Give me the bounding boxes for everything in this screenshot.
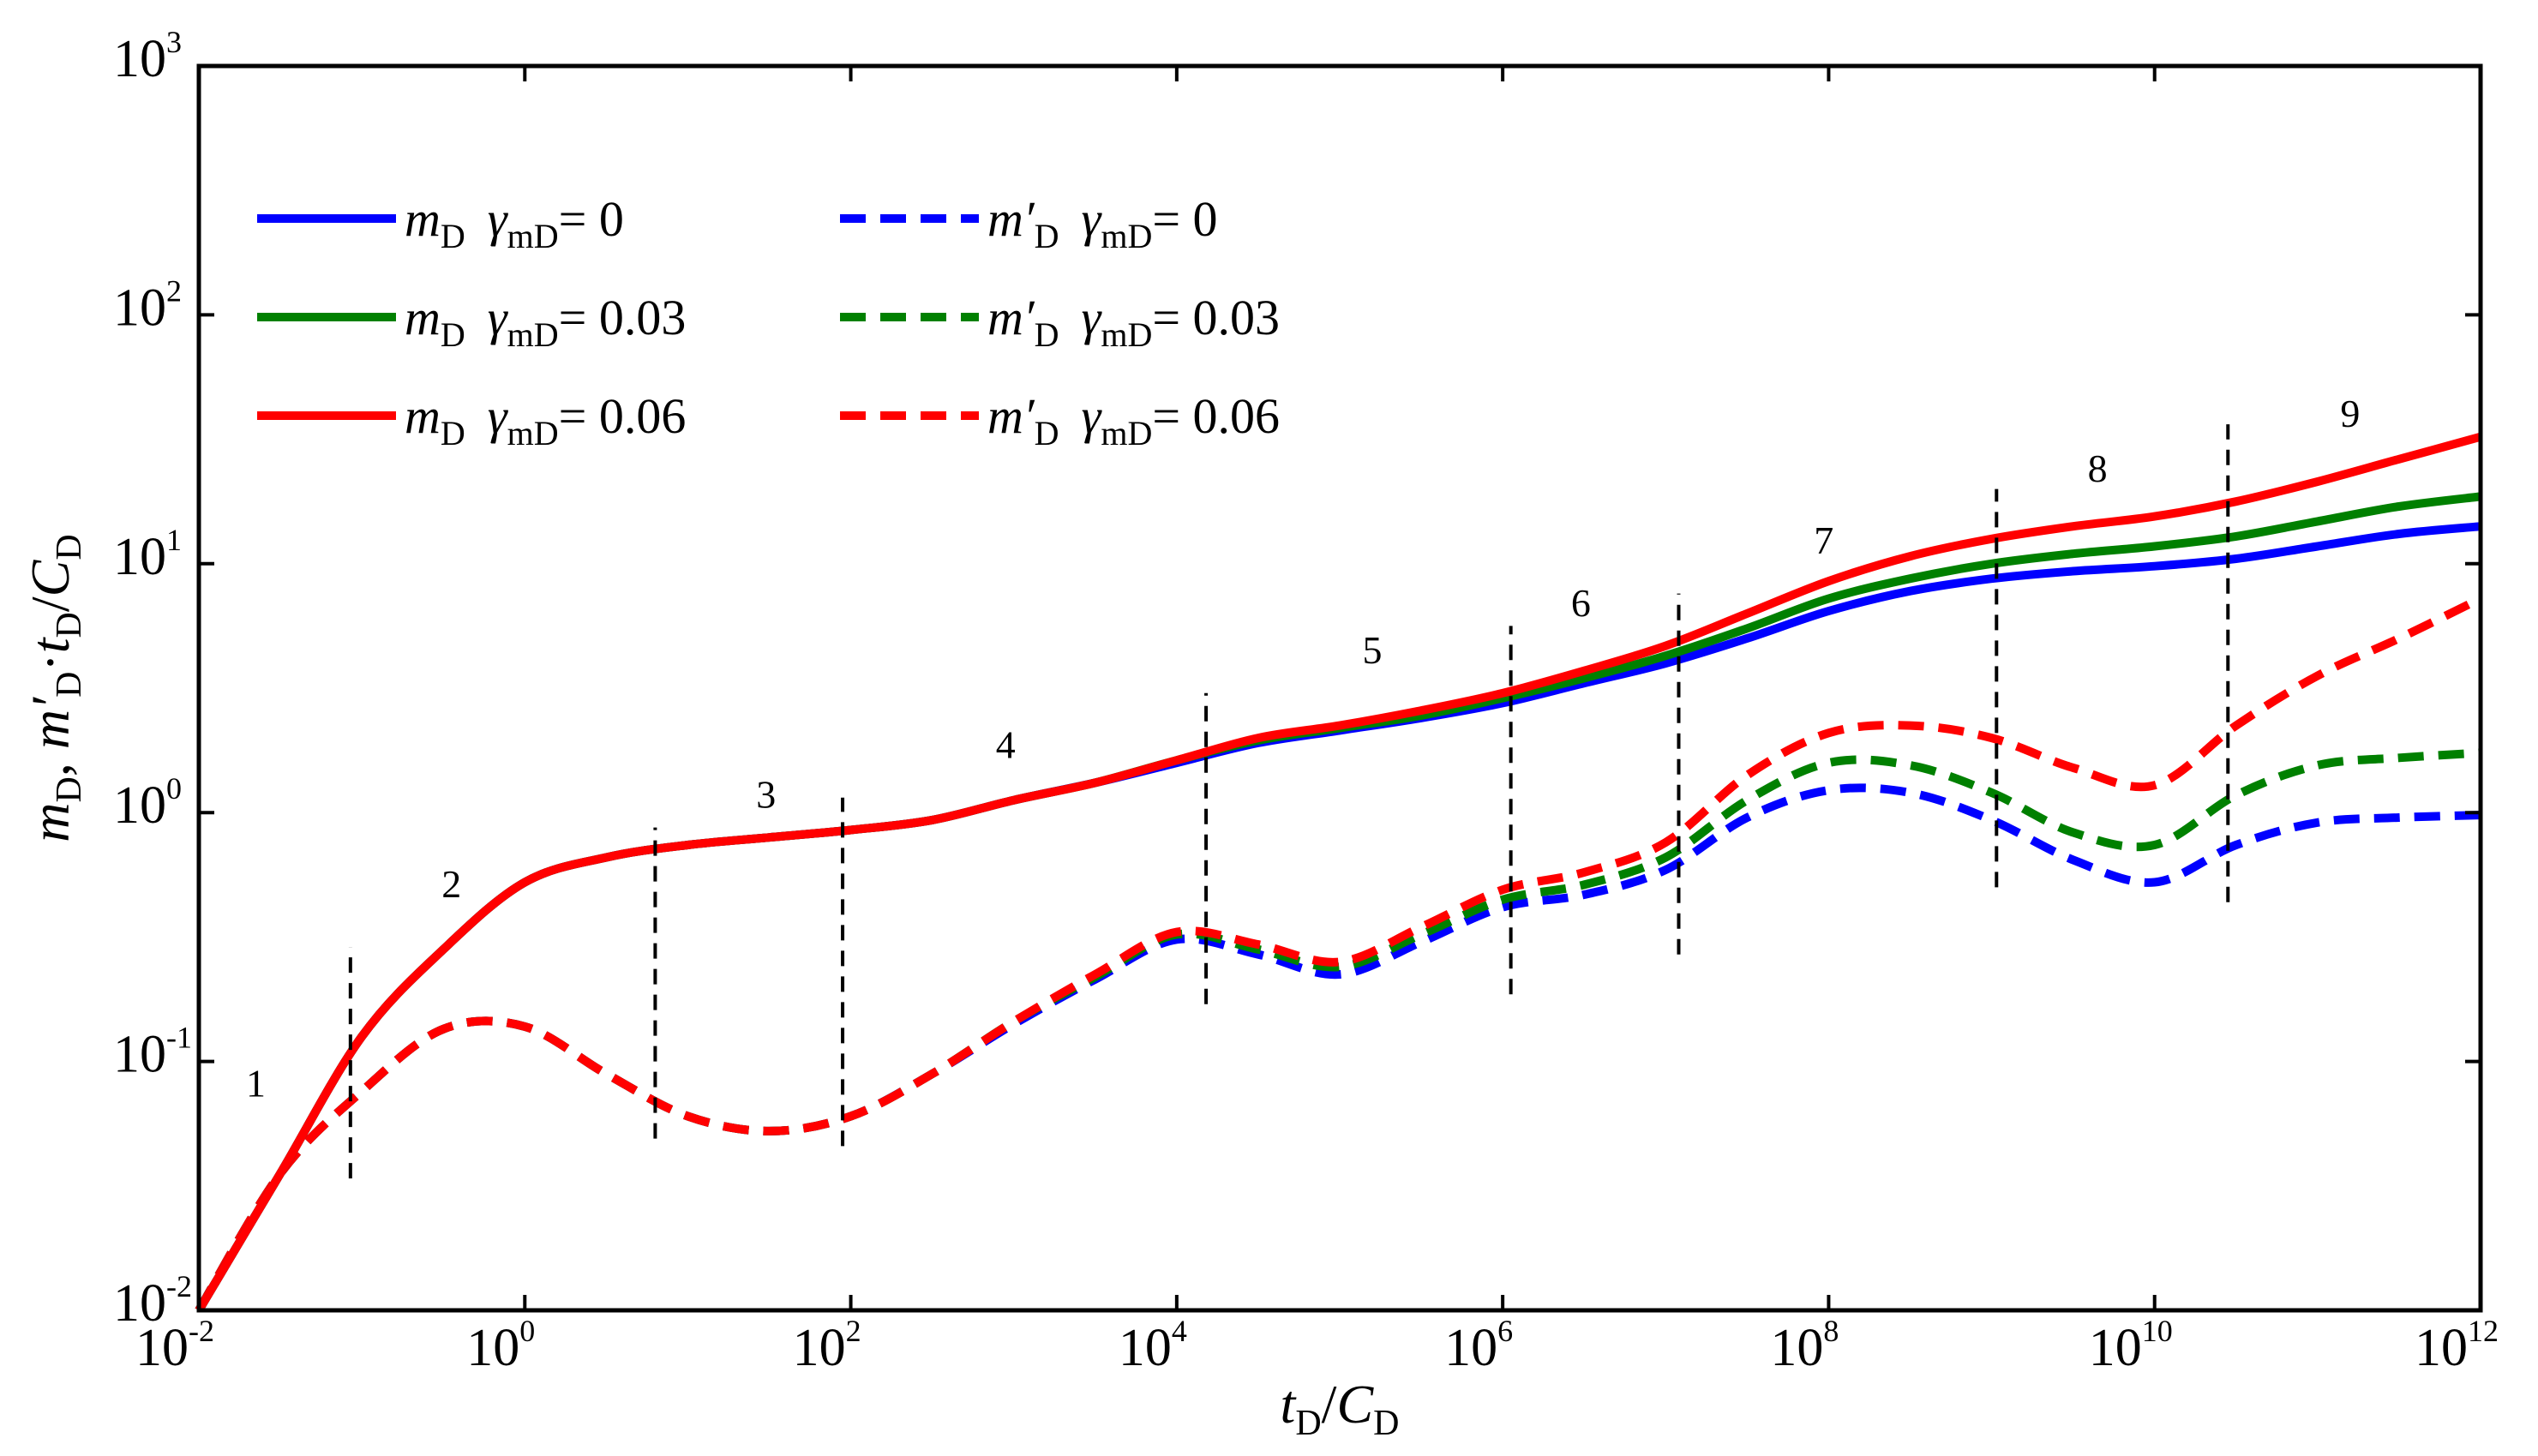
legend-label-3: m′D γmD= 0 — [987, 191, 1218, 255]
region-label-layer: 1 2 3 4 5 6 7 8 9 — [246, 392, 2360, 1105]
regime-label-3: 3 — [756, 772, 776, 816]
y-tick-label: 10-1 — [113, 1021, 192, 1084]
regime-label-7: 7 — [1814, 518, 1833, 562]
regime-label-6: 6 — [1571, 581, 1591, 625]
x-tick-label: 1010 — [2089, 1314, 2173, 1377]
legend-label-5: m′D γmD= 0.06 — [987, 388, 1280, 452]
regime-label-9: 9 — [2340, 392, 2360, 435]
y-tick-label: 102 — [113, 273, 182, 337]
regime-label-8: 8 — [2088, 446, 2108, 490]
legend-label-0: mD γmD= 0 — [405, 191, 624, 255]
plot-frame — [196, 63, 2483, 1313]
regime-label-1: 1 — [246, 1061, 266, 1105]
regime-label-5: 5 — [1363, 628, 1383, 672]
x-tick-label: 102 — [793, 1314, 861, 1377]
legend-label-2: mD γmD= 0.06 — [405, 388, 686, 452]
y-tick-label: 10-2 — [113, 1269, 192, 1333]
y-tick-label: 101 — [113, 523, 182, 586]
x-tick-label: 106 — [1444, 1314, 1513, 1377]
series-layer — [195, 432, 2483, 1313]
series-line-derivative-5 — [195, 595, 2483, 1313]
x-tick-label: 100 — [466, 1314, 535, 1377]
legend-label-4: m′D γmD= 0.03 — [987, 290, 1280, 354]
legend-label-1: mD γmD= 0.03 — [405, 290, 686, 354]
divider-layer — [348, 424, 2230, 1179]
x-tick-label: 108 — [1770, 1314, 1839, 1377]
y-tick-label: 100 — [113, 771, 182, 835]
x-tick-label: 104 — [1119, 1314, 1187, 1377]
legend: mD γmD= 0 mD γmD= 0.03 mD γmD= 0.06 m′D γmD= 0 m… — [257, 191, 1280, 452]
x-tick-label: 1012 — [2415, 1314, 2499, 1377]
x-tick-label: 10-2 — [135, 1314, 214, 1377]
y-axis-label: mD, m′D·tD/CD — [20, 534, 89, 842]
y-tick-label: 103 — [113, 25, 182, 88]
series-line-pressure-2 — [195, 432, 2482, 1313]
regime-label-2: 2 — [441, 862, 461, 906]
regime-label-4: 4 — [996, 722, 1016, 766]
tick-layer: 10-2 100 102 104 106 108 1010 101210-210-110010… — [113, 25, 2499, 1377]
x-axis-label: tD/CD — [1281, 1374, 1400, 1443]
